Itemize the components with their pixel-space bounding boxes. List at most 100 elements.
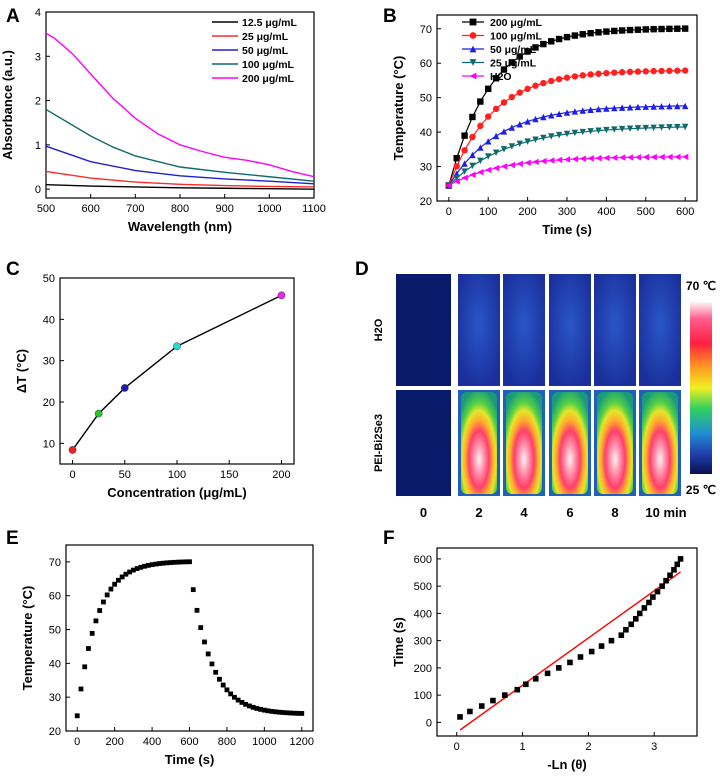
data-point (524, 85, 531, 93)
y-tick-label: 10 (43, 438, 55, 450)
x-tick-label: 1100 (302, 203, 326, 215)
panel-label-f: F (383, 528, 395, 549)
x-tick-label: 400 (597, 206, 615, 218)
data-point (477, 144, 484, 151)
data-point (500, 146, 508, 153)
x-tick-label: 0 (446, 206, 452, 218)
thermal-image-h2o (458, 274, 500, 386)
y-tick-label: 20 (43, 397, 55, 409)
data-point (194, 607, 200, 613)
data-point (516, 89, 523, 96)
data-point (477, 98, 484, 105)
data-point (469, 113, 476, 121)
data-point (492, 164, 500, 172)
data-point (548, 112, 555, 119)
hot-spot (642, 392, 678, 494)
x-axis-label: Time (s) (165, 752, 215, 767)
fit-line (459, 571, 681, 731)
data-point (532, 44, 539, 51)
data-point (220, 682, 226, 688)
data-point (681, 25, 689, 32)
data-point (508, 93, 516, 101)
x-tick-label: 100 (479, 206, 497, 218)
x-tick-label: 500 (637, 206, 655, 218)
data-point (453, 154, 460, 162)
data-point (642, 26, 649, 33)
data-point (532, 675, 539, 682)
data-point (626, 26, 634, 34)
data-point (485, 138, 492, 145)
thermal-images: 0 2 4 6 8 10 min H2O PEI-Bi2Se3 70 ℃ 25 ℃ (373, 274, 716, 520)
data-point (160, 560, 166, 566)
legend-label: 100 μg/mL (490, 31, 543, 43)
data-point (104, 592, 110, 598)
x-tick-label: 150 (220, 469, 238, 481)
data-point (548, 38, 555, 45)
data-point (112, 581, 118, 587)
data-point (173, 342, 181, 351)
y-tick-label: 30 (43, 356, 55, 368)
y-tick-label: 200 (414, 663, 432, 675)
legend-marker (469, 18, 477, 26)
hot-spot (597, 392, 633, 494)
y-tick-label: 20 (49, 726, 61, 738)
plot-frame (65, 544, 314, 732)
y-tick-label: 4 (35, 7, 41, 19)
series-line (45, 184, 315, 190)
y-tick-label: 1 (35, 140, 41, 152)
data-point (453, 174, 460, 182)
data-point (213, 669, 219, 675)
data-point (579, 107, 586, 114)
data-point (209, 661, 215, 667)
data-point (588, 648, 595, 655)
legend-marker (469, 32, 477, 39)
data-point (674, 123, 681, 131)
data-point (540, 79, 547, 87)
data-point (78, 686, 84, 692)
data-point (149, 562, 155, 568)
chart-a: 500 600 700 800 900 1000 1100 0 1 2 3 4 Wavelength (… (0, 7, 326, 234)
data-point (571, 129, 579, 137)
legend-label: 50 μg/mL (490, 44, 537, 56)
data-point (492, 132, 500, 140)
data-point (628, 621, 634, 628)
series-line (45, 32, 315, 178)
legend-label: 100 μg/mL (242, 59, 295, 71)
x-tick-label: 600 (676, 206, 694, 218)
data-point (548, 77, 555, 85)
x-axis-label: Wavelength (nm) (128, 219, 232, 234)
x-axis-label: -Ln (θ) (547, 757, 587, 772)
data-point (153, 561, 159, 567)
data-point (246, 703, 252, 709)
data-point (175, 559, 181, 565)
series-line (71, 294, 282, 451)
data-point (674, 67, 681, 74)
x-axis-label: Time (s) (542, 222, 592, 237)
data-point (183, 559, 189, 565)
chart-e: 0 200 400 600 800 1000 1200 20 30 40 50 60 70 Time (s… (20, 544, 314, 767)
data-point (650, 594, 656, 600)
data-point (548, 157, 555, 164)
data-point (666, 124, 673, 131)
data-point (579, 72, 586, 79)
data-point (608, 637, 615, 644)
colorbar-min-label: 25 ℃ (686, 483, 716, 497)
x-tick-label: 100 (168, 469, 186, 481)
x-tick-label: 500 (37, 203, 55, 215)
data-point (86, 646, 91, 651)
x-tick-label: 200 (518, 206, 536, 218)
data-point (667, 572, 673, 579)
data-point (157, 561, 162, 566)
data-point (603, 28, 610, 35)
data-point (453, 163, 460, 170)
thermal-image-h2o (639, 274, 681, 386)
hot-spot (506, 392, 542, 494)
y-tick-label: 600 (414, 554, 432, 566)
data-point (123, 571, 129, 577)
data-point (250, 704, 256, 710)
data-point (469, 133, 476, 141)
time-label: 4 (520, 505, 528, 520)
data-point (658, 124, 665, 131)
thermal-image-h2o (549, 274, 591, 386)
data-point (626, 104, 634, 111)
